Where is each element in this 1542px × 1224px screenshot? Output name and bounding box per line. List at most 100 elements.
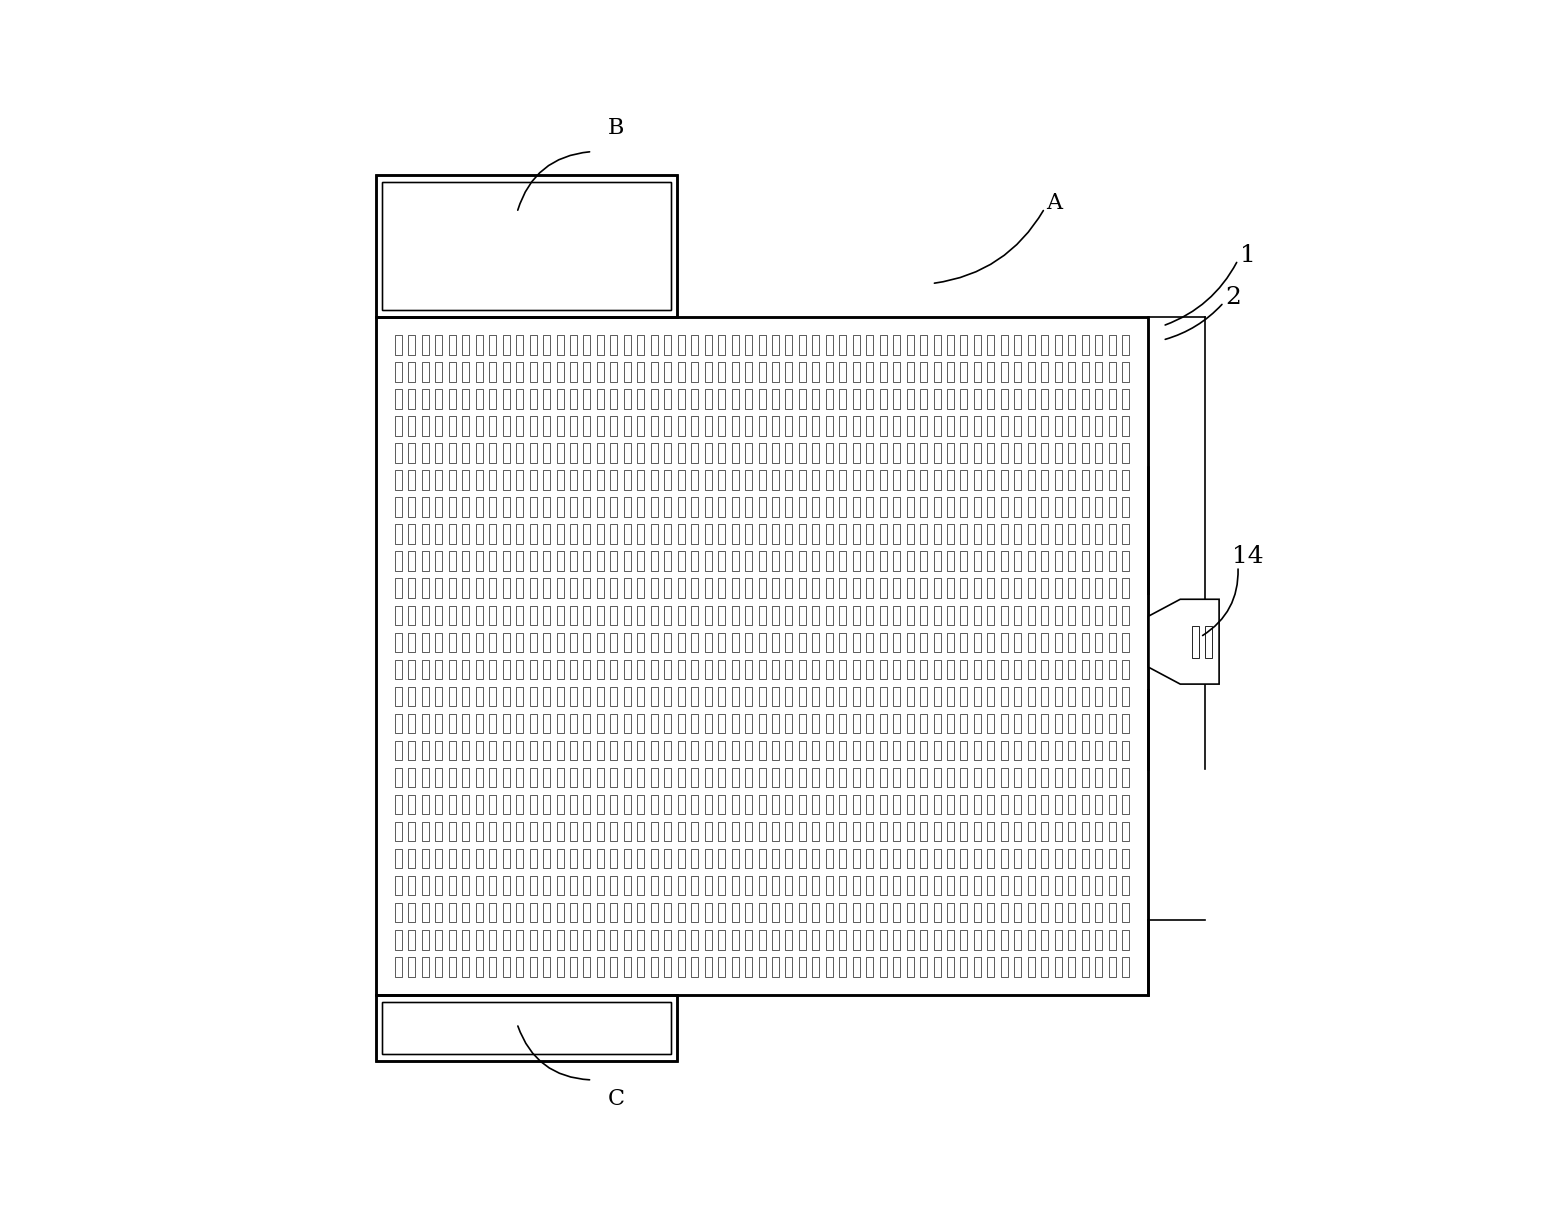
Bar	[893, 579, 901, 599]
Bar	[625, 362, 631, 382]
Bar	[1055, 767, 1062, 787]
Bar	[625, 957, 631, 977]
Bar	[827, 849, 833, 868]
Bar	[867, 821, 873, 841]
Bar	[449, 741, 456, 760]
Bar	[625, 821, 631, 841]
Bar	[691, 389, 699, 409]
Bar	[1001, 362, 1008, 382]
Bar	[1055, 389, 1062, 409]
Bar	[583, 443, 591, 463]
Bar	[1041, 849, 1049, 868]
Bar	[375, 175, 677, 317]
Bar	[543, 524, 550, 543]
Bar	[409, 335, 415, 355]
Bar	[583, 930, 591, 950]
Bar	[463, 903, 469, 923]
Bar	[691, 416, 699, 436]
Bar	[947, 821, 954, 841]
Bar	[839, 552, 847, 570]
Bar	[1029, 552, 1035, 570]
Bar	[409, 497, 415, 517]
Bar	[419, 218, 427, 229]
Bar	[409, 876, 415, 896]
Bar	[611, 633, 617, 652]
Bar	[463, 335, 469, 355]
Bar	[625, 389, 631, 409]
Bar	[1001, 579, 1008, 599]
Bar	[1015, 497, 1021, 517]
Bar	[1015, 741, 1021, 760]
Bar	[449, 443, 456, 463]
Bar	[759, 821, 765, 841]
Bar	[543, 821, 550, 841]
Bar	[529, 660, 537, 679]
Bar	[719, 552, 725, 570]
Bar	[839, 714, 847, 733]
Bar	[745, 470, 752, 490]
Bar	[691, 660, 699, 679]
Bar	[1109, 443, 1115, 463]
Bar	[475, 1029, 481, 1038]
Bar	[827, 660, 833, 679]
Bar	[392, 1006, 399, 1015]
Bar	[503, 660, 510, 679]
Bar	[678, 930, 685, 950]
Bar	[975, 714, 981, 733]
Bar	[529, 903, 537, 923]
Bar	[785, 579, 793, 599]
Bar	[419, 1029, 427, 1038]
Bar	[839, 849, 847, 868]
Bar	[611, 416, 617, 436]
Bar	[813, 957, 819, 977]
Bar	[665, 821, 671, 841]
Bar	[463, 497, 469, 517]
Bar	[1015, 362, 1021, 382]
Bar	[392, 294, 399, 304]
Bar	[867, 741, 873, 760]
Bar	[1095, 821, 1103, 841]
Bar	[987, 687, 995, 706]
Bar	[827, 389, 833, 409]
Bar	[853, 767, 860, 787]
Bar	[503, 362, 510, 382]
Bar	[611, 957, 617, 977]
Bar	[597, 416, 604, 436]
Bar	[449, 794, 456, 814]
Text: A: A	[1045, 192, 1062, 214]
Bar	[1192, 625, 1200, 657]
Bar	[637, 633, 645, 652]
Bar	[867, 606, 873, 625]
Bar	[406, 1018, 413, 1027]
Bar	[907, 903, 913, 923]
Bar	[382, 1001, 671, 1055]
Bar	[813, 714, 819, 733]
Bar	[1109, 416, 1115, 436]
Bar	[839, 416, 847, 436]
Bar	[799, 416, 806, 436]
Bar	[1123, 443, 1129, 463]
Bar	[987, 633, 995, 652]
Bar	[678, 335, 685, 355]
Bar	[557, 930, 563, 950]
Bar	[529, 794, 537, 814]
Bar	[665, 849, 671, 868]
Bar	[907, 821, 913, 841]
Bar	[637, 767, 645, 787]
Bar	[893, 362, 901, 382]
Bar	[678, 794, 685, 814]
Bar	[392, 263, 399, 274]
Bar	[530, 1042, 537, 1050]
Bar	[406, 203, 413, 213]
Bar	[759, 957, 765, 977]
Bar	[571, 187, 578, 198]
Bar	[853, 714, 860, 733]
Bar	[773, 416, 779, 436]
Bar	[799, 524, 806, 543]
Bar	[785, 362, 793, 382]
Bar	[867, 903, 873, 923]
Bar	[447, 1029, 453, 1038]
Bar	[785, 443, 793, 463]
Bar	[598, 187, 606, 198]
Bar	[419, 278, 427, 289]
